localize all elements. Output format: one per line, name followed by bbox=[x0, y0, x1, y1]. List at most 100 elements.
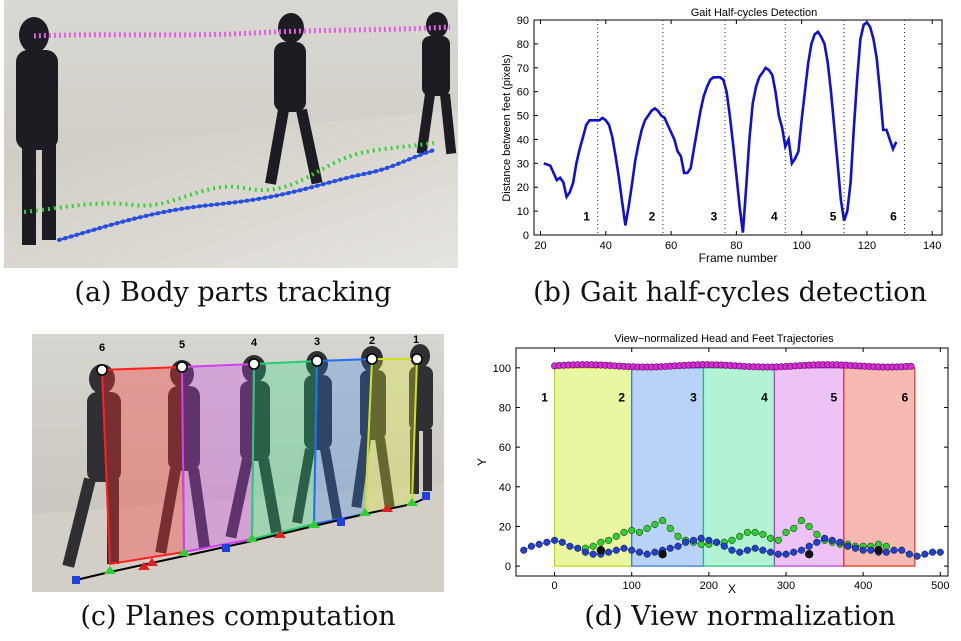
green-foot-point bbox=[759, 530, 767, 538]
blue-foot-point bbox=[543, 538, 551, 546]
plane-2 bbox=[363, 358, 419, 516]
blue-foot-point bbox=[782, 550, 790, 558]
blue-foot-point bbox=[682, 538, 690, 546]
plane-6 bbox=[100, 365, 186, 566]
green-foot-point bbox=[805, 522, 813, 530]
distance-series-line bbox=[543, 20, 898, 233]
y-tick-label: 30 bbox=[517, 158, 529, 170]
chart-d-title: View−normalized Head and Feet Trajectori… bbox=[614, 333, 834, 345]
y-tick-label: 40 bbox=[517, 134, 529, 146]
blue-foot-point bbox=[751, 544, 759, 552]
blue-foot-point bbox=[720, 542, 728, 550]
y-tick-label: 10 bbox=[517, 206, 529, 218]
green-foot-point bbox=[790, 524, 798, 532]
plane-5 bbox=[180, 362, 256, 554]
blue-foot-point bbox=[620, 544, 628, 552]
blue-foot-point bbox=[736, 548, 744, 556]
blue-foot-point bbox=[713, 538, 721, 546]
green-foot-point bbox=[782, 528, 790, 536]
green-foot-point bbox=[674, 532, 682, 540]
y-tick-label: 0 bbox=[523, 230, 529, 242]
svg-text:4: 4 bbox=[251, 337, 258, 349]
blue-foot-point bbox=[851, 544, 859, 552]
plane-number-label: 3 bbox=[690, 391, 697, 405]
y-tick-label: 80 bbox=[517, 39, 529, 51]
y-tick-label: 60 bbox=[499, 442, 511, 454]
peak-label: 5 bbox=[830, 210, 837, 224]
blue-foot-point bbox=[520, 546, 528, 554]
green-foot-point bbox=[666, 524, 674, 532]
y-tick-label: 50 bbox=[517, 111, 529, 123]
green-foot-point bbox=[797, 516, 805, 525]
y-tick-label: 90 bbox=[517, 15, 529, 27]
blue-foot-point bbox=[581, 548, 589, 556]
blue-foot-point bbox=[705, 536, 713, 544]
green-foot-point bbox=[612, 532, 620, 540]
blue-foot-point bbox=[836, 538, 844, 546]
x-tick-label: 300 bbox=[777, 580, 795, 592]
plane-3 bbox=[312, 357, 374, 526]
green-foot-point bbox=[651, 520, 659, 529]
svg-text:3: 3 bbox=[314, 336, 320, 348]
blue-foot-point bbox=[535, 540, 543, 548]
normalized-plane bbox=[631, 367, 705, 567]
blue-foot-point bbox=[844, 542, 852, 550]
blue-foot-point bbox=[790, 548, 798, 556]
tracking-photo-svg bbox=[4, 0, 458, 268]
y-tick-label: 100 bbox=[493, 363, 511, 375]
head-point bbox=[907, 362, 915, 370]
x-tick-label: 20 bbox=[534, 240, 546, 252]
blue-foot-point bbox=[821, 534, 829, 542]
x-tick-label: 500 bbox=[931, 580, 949, 592]
normalized-plane bbox=[843, 367, 916, 567]
green-foot-point bbox=[736, 532, 744, 540]
blue-foot-point bbox=[628, 546, 636, 554]
caption-c: (c) Planes computation bbox=[80, 601, 396, 632]
peak-label: 3 bbox=[711, 210, 718, 224]
green-foot-point bbox=[589, 542, 597, 550]
blue-foot-point bbox=[551, 536, 559, 544]
blue-foot-point bbox=[743, 546, 751, 554]
blue-foot-point bbox=[882, 548, 890, 556]
green-foot-point bbox=[751, 528, 759, 536]
plane-labels: 6 5 4 3 2 1 bbox=[99, 334, 419, 354]
green-foot-point bbox=[628, 526, 636, 534]
green-foot-point bbox=[813, 530, 821, 538]
planes-photo-svg: 6 5 4 3 2 1 bbox=[32, 334, 444, 592]
caption-d: (d) View normalization bbox=[584, 601, 896, 632]
y-tick-label: 60 bbox=[517, 87, 529, 99]
green-foot-trajectory bbox=[23, 141, 435, 214]
blue-foot-point bbox=[890, 546, 898, 554]
plane-number-label: 5 bbox=[831, 391, 838, 405]
plane-4 bbox=[250, 359, 319, 541]
chart-b-ylabel: Distance between feet (pixels) bbox=[501, 54, 513, 201]
green-foot-point bbox=[767, 534, 775, 542]
green-foot-point bbox=[620, 528, 628, 536]
blue-foot-point bbox=[759, 546, 767, 554]
green-foot-point bbox=[697, 540, 705, 548]
green-foot-point bbox=[659, 516, 667, 525]
gait-chart-svg: Gait Half-cycles Detection 0 10 20 30 40 50 60… bbox=[501, 7, 943, 265]
x-tick-label: 100 bbox=[792, 240, 810, 252]
blue-foot-point bbox=[929, 548, 937, 556]
x-tick-label: 400 bbox=[854, 580, 872, 592]
x-tick-label: 140 bbox=[923, 240, 941, 252]
chart-d-xlabel: X bbox=[728, 582, 736, 596]
blue-foot-point bbox=[774, 550, 782, 558]
black-foot-point bbox=[658, 549, 667, 559]
plane-number-label: 1 bbox=[541, 391, 548, 405]
blue-foot-point bbox=[674, 542, 682, 550]
blue-foot-point bbox=[813, 538, 821, 546]
x-tick-label: 40 bbox=[600, 240, 612, 252]
peak-label: 1 bbox=[583, 210, 590, 224]
svg-text:5: 5 bbox=[179, 339, 185, 351]
x-tick-label: 80 bbox=[730, 240, 742, 252]
black-foot-point bbox=[596, 546, 606, 555]
view-normalization-chart: View−normalized Head and Feet Trajectori… bbox=[474, 328, 954, 598]
blue-foot-point bbox=[589, 550, 597, 558]
blue-foot-point bbox=[635, 548, 643, 556]
x-tick-label: 60 bbox=[665, 240, 677, 252]
green-foot-point bbox=[643, 524, 651, 532]
blue-foot-point bbox=[859, 546, 867, 554]
blue-foot-point bbox=[697, 534, 705, 542]
